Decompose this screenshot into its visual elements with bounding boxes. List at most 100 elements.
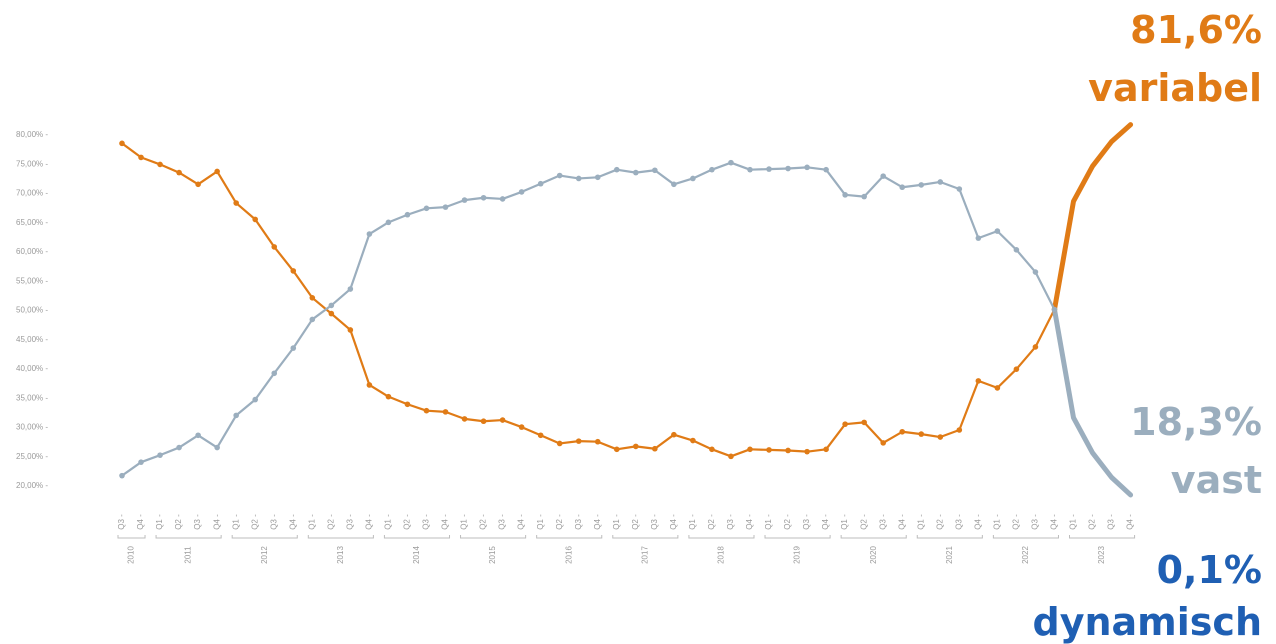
vast-data-point xyxy=(823,166,829,173)
variabel-data-point xyxy=(442,409,449,415)
vast-data-point xyxy=(861,193,867,200)
x-year-label: 2012 xyxy=(260,546,269,564)
vast-data-point xyxy=(899,184,906,191)
x-tick-label: Q3 - xyxy=(726,514,735,530)
series-lines xyxy=(121,122,1134,498)
variabel-data-point xyxy=(290,268,297,274)
vast-data-point xyxy=(671,181,677,188)
x-year-label: 2014 xyxy=(412,546,421,564)
y-tick-label: 80,00% - xyxy=(16,130,48,139)
x-tick-label: Q3 - xyxy=(193,514,202,530)
vast-data-point xyxy=(994,228,1001,234)
variabel-data-point xyxy=(1032,344,1039,350)
x-tick-label: Q2 - xyxy=(403,514,412,530)
variabel-data-point xyxy=(823,446,829,453)
x-tick-label: Q2 - xyxy=(1088,514,1097,530)
x-tick-label: Q3 - xyxy=(498,514,507,530)
vast-data-point xyxy=(880,173,886,179)
vast-data-point xyxy=(690,175,696,182)
variabel-data-point xyxy=(347,327,354,333)
variabel-data-point xyxy=(271,244,278,250)
year-bracket xyxy=(916,535,983,539)
vast-data-point xyxy=(918,182,925,188)
x-tick-label: Q2 - xyxy=(326,514,335,530)
variabel-data-point xyxy=(766,447,772,453)
y-tick-label: 45,00% - xyxy=(16,335,48,344)
vast-data-point xyxy=(709,166,715,173)
variabel-data-point xyxy=(633,443,639,450)
y-tick-label: 75,00% - xyxy=(16,159,48,168)
vast-data-point xyxy=(556,172,563,179)
variabel-data-point xyxy=(233,200,239,206)
x-tick-label: Q1 - xyxy=(840,514,849,530)
x-tick-label: Q2 - xyxy=(250,514,259,530)
x-year-label: 2013 xyxy=(336,546,345,564)
variabel-data-point xyxy=(461,416,468,422)
variabel-data-point xyxy=(214,168,220,175)
x-tick-label: Q1 - xyxy=(764,514,773,530)
vast-data-point xyxy=(613,166,620,173)
vast-data-point xyxy=(766,166,772,172)
vast-data-point xyxy=(233,412,239,419)
variabel-data-point xyxy=(556,440,563,447)
vast-series-line xyxy=(121,161,1056,477)
x-tick-label: Q2 - xyxy=(935,514,944,530)
y-axis: 80,00% - 75,00% - 70,00% - 65,00% - 60,00% -… xyxy=(16,130,48,490)
x-tick-label: Q3 - xyxy=(954,514,963,530)
x-year-label: 2016 xyxy=(564,546,573,564)
variabel-data-point xyxy=(252,216,259,223)
x-tick-label: Q3 - xyxy=(269,514,278,530)
variabel-data-point xyxy=(575,438,582,444)
vast-data-point xyxy=(366,231,373,237)
variabel-data-point xyxy=(594,438,601,445)
x-tick-label: Q1 - xyxy=(307,514,316,530)
year-bracket xyxy=(536,535,603,539)
variabel-data-point xyxy=(994,385,1001,391)
variabel-data-point xyxy=(747,446,753,453)
x-tick-label: Q4 - xyxy=(517,514,526,530)
x-tick-label: Q3 - xyxy=(878,514,887,530)
x-year-label: 2022 xyxy=(1021,546,1030,564)
x-tick-label: Q1 - xyxy=(536,514,545,530)
variabel-series-label: variabel xyxy=(1088,66,1262,110)
x-tick-label: Q1 - xyxy=(384,514,393,530)
vast-data-point xyxy=(290,345,297,351)
dynamisch-series-label: dynamisch xyxy=(1032,600,1262,644)
vast-data-point xyxy=(575,175,582,182)
variabel-data-point xyxy=(671,431,677,438)
variabel-data-point xyxy=(157,161,163,168)
x-tick-label: Q3 - xyxy=(422,514,431,530)
x-tick-label: Q4 - xyxy=(136,514,145,530)
variabel-data-point xyxy=(309,295,316,301)
x-tick-label: Q4 - xyxy=(821,514,830,530)
y-tick-label: 25,00% - xyxy=(16,452,48,461)
x-tick-label: Q4 - xyxy=(212,514,221,530)
variabel-data-point xyxy=(195,181,201,188)
x-tick-label: Q4 - xyxy=(973,514,982,530)
x-tick-label: Q3 - xyxy=(1107,514,1116,530)
vast-data-point xyxy=(176,444,182,451)
vast-data-point xyxy=(423,205,430,212)
vast-data-point xyxy=(138,459,144,465)
x-tick-label: Q4 - xyxy=(441,514,450,530)
vast-percent-label: 18,3% xyxy=(1130,400,1262,444)
vast-data-point xyxy=(804,164,810,171)
x-tick-label: Q1 - xyxy=(916,514,925,530)
y-tick-label: 30,00% - xyxy=(16,423,48,432)
vast-data-point xyxy=(461,197,468,203)
year-bracket xyxy=(117,535,146,539)
variabel-data-point xyxy=(918,431,925,437)
series-points xyxy=(119,140,1058,479)
vast-data-point xyxy=(537,180,544,187)
x-tick-label: Q1 - xyxy=(688,514,697,530)
variabel-data-point xyxy=(956,427,963,433)
x-year-label: 2023 xyxy=(1097,546,1106,564)
variabel-series-line xyxy=(121,142,1056,458)
x-tick-label: Q1 - xyxy=(231,514,240,530)
x-tick-label: Q1 - xyxy=(612,514,621,530)
dynamisch-percent-label: 0,1% xyxy=(1156,548,1262,592)
year-bracket xyxy=(688,535,755,539)
variabel-percent-label: 81,6% xyxy=(1130,8,1262,52)
vast-data-point xyxy=(1013,247,1020,253)
variabel-data-point xyxy=(975,378,982,384)
